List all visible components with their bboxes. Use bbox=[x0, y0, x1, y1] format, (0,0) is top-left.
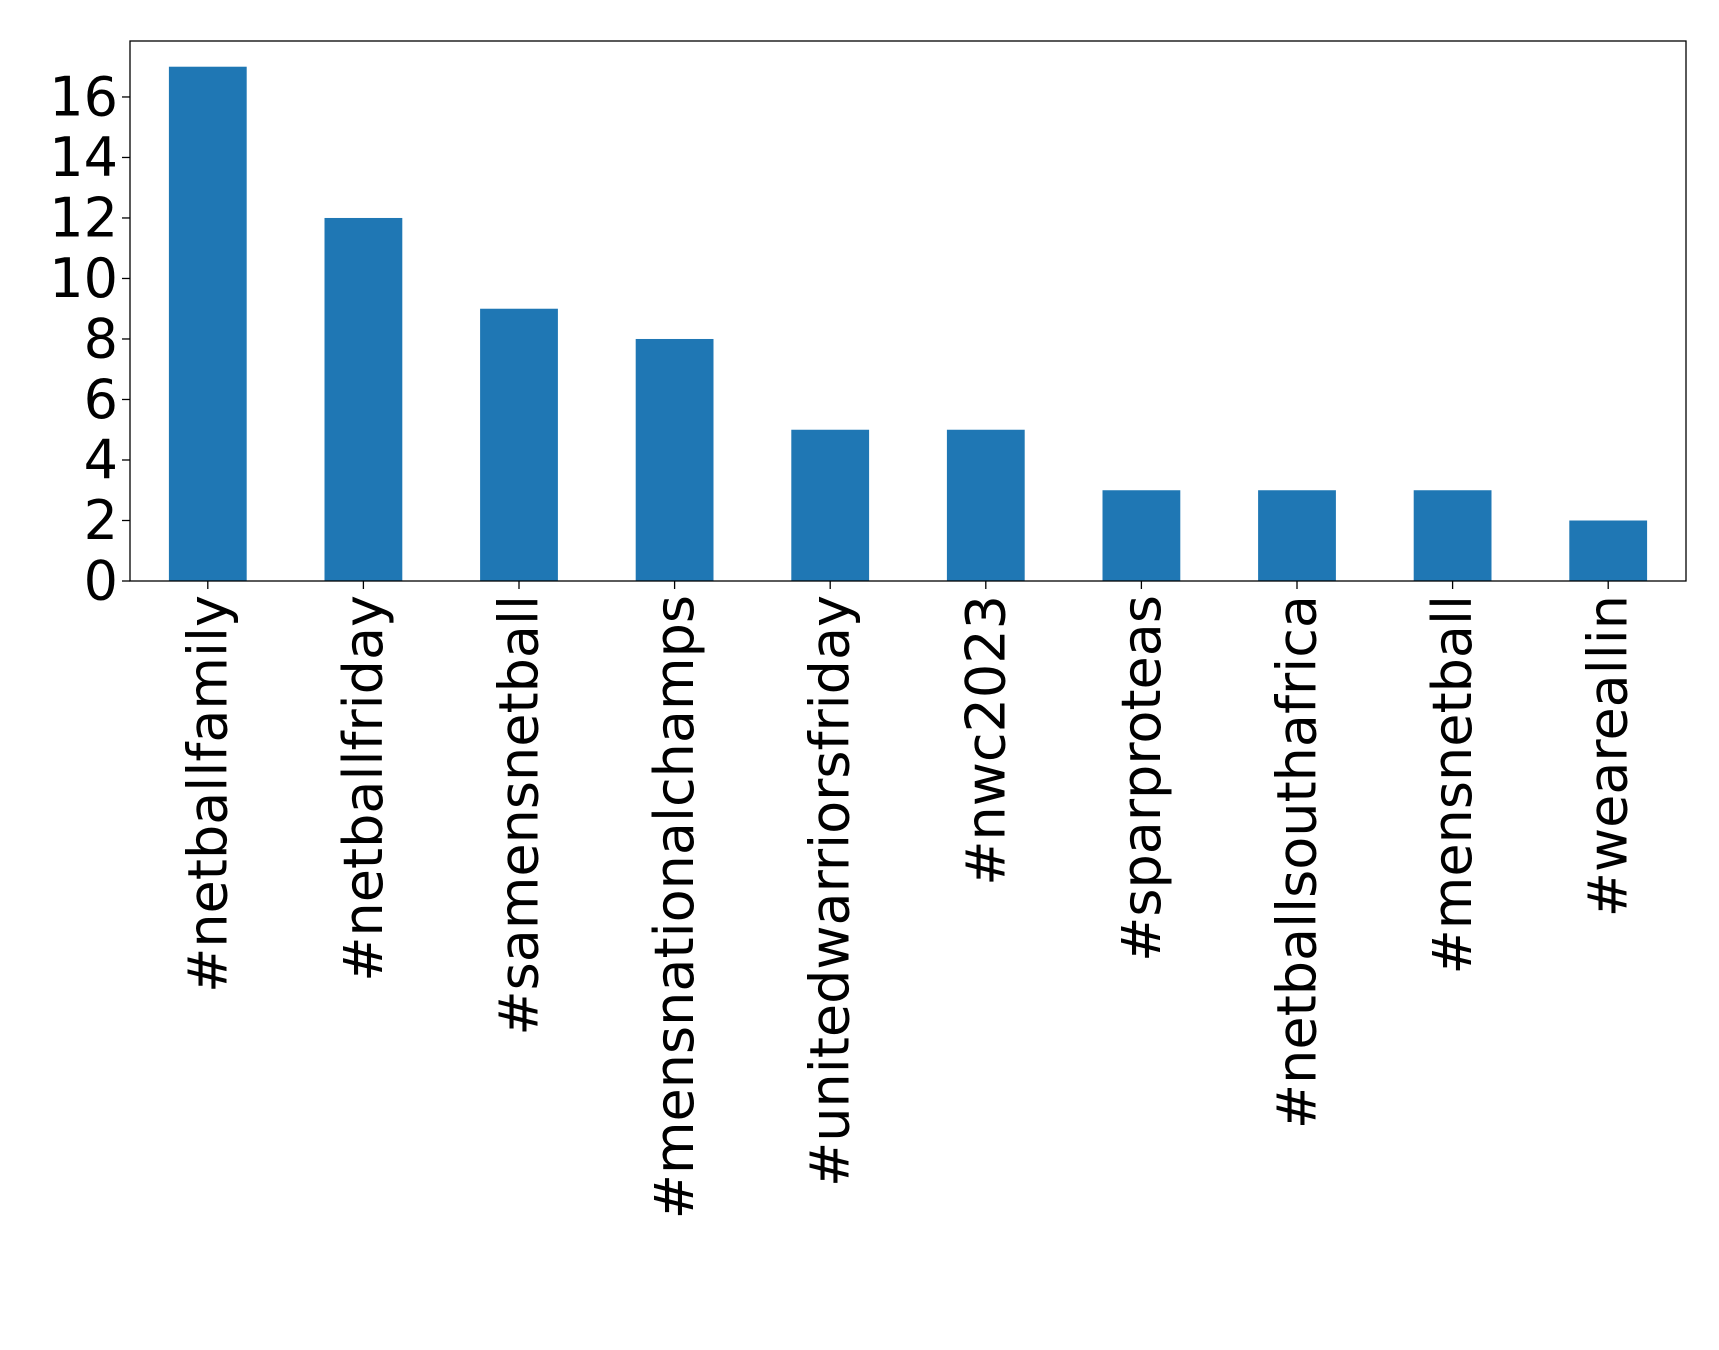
plot-frame bbox=[129, 40, 1687, 582]
y-tick-label: 0 bbox=[84, 550, 118, 613]
x-tick-label: #netballfriday bbox=[332, 595, 395, 982]
y-tick-label: 10 bbox=[49, 247, 118, 310]
x-tick-label: #netballfamily bbox=[176, 595, 239, 993]
x-tick-label: #mensnetball bbox=[1421, 595, 1484, 974]
y-tick-label: 8 bbox=[84, 307, 118, 370]
bar-netballfriday bbox=[324, 217, 403, 581]
y-tick-label: 2 bbox=[84, 489, 118, 552]
bar-mensnetball bbox=[1413, 490, 1492, 581]
bar-group bbox=[168, 66, 1648, 581]
bar-mensnationalchamps bbox=[635, 338, 714, 581]
x-tick-label: #sparproteas bbox=[1110, 595, 1173, 962]
bar-unitedwarriorsfriday bbox=[791, 429, 870, 581]
x-tick-label: #samensnetball bbox=[488, 595, 551, 1036]
y-tick-label: 14 bbox=[49, 126, 118, 189]
bar-samensnetball bbox=[480, 308, 558, 581]
x-axis: #netballfamily #netballfriday #samensnetba… bbox=[176, 581, 1640, 1219]
y-tick-label: 12 bbox=[49, 186, 118, 249]
x-tick-label: #nwc2023 bbox=[954, 595, 1017, 886]
bar-weareallin bbox=[1569, 520, 1648, 581]
x-tick-label: #netballsouthafrica bbox=[1266, 595, 1329, 1129]
y-tick-label: 16 bbox=[49, 65, 118, 128]
x-tick-label: #weareallin bbox=[1577, 595, 1640, 917]
y-tick-label: 4 bbox=[84, 428, 118, 491]
bar-netballfamily bbox=[168, 66, 247, 581]
x-tick-label: #mensnationalchamps bbox=[643, 595, 706, 1219]
x-tick-label: #unitedwarriorsfriday bbox=[799, 595, 862, 1187]
bar-netballsouthafrica bbox=[1258, 490, 1336, 581]
bar-sparproteas bbox=[1102, 490, 1181, 581]
bar-nwc2023 bbox=[946, 429, 1025, 581]
y-tick-label: 6 bbox=[84, 368, 118, 431]
